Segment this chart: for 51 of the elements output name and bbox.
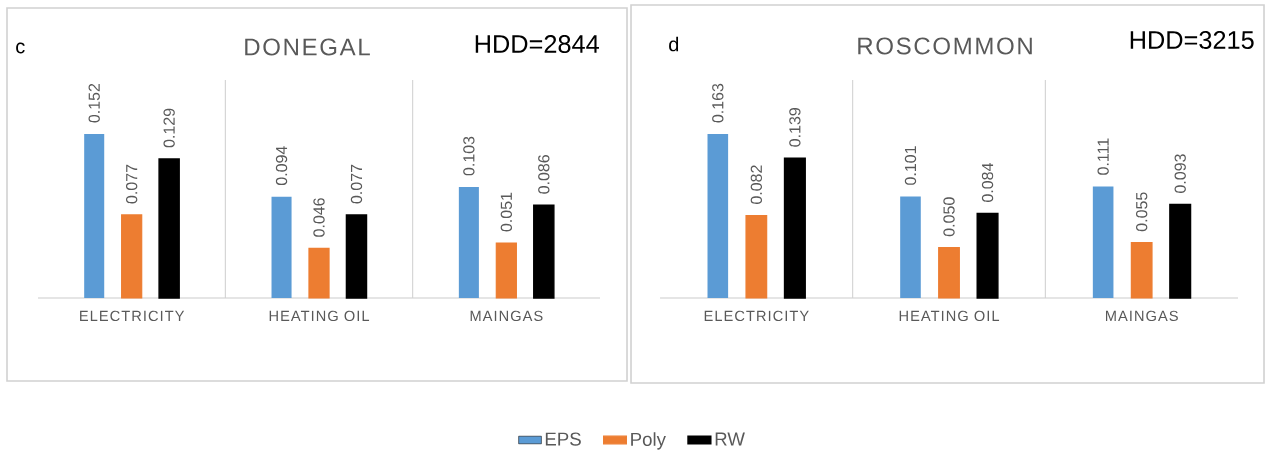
data-label: 0.082 [750, 165, 762, 204]
text: d [669, 36, 679, 52]
data-label: 0.050 [943, 197, 955, 237]
legend-label: Poly [631, 432, 666, 450]
bar [745, 214, 768, 299]
x-tick-label: ELECTRICITY [704, 310, 809, 322]
chart-title: DONEGAL [245, 38, 370, 56]
bar [938, 247, 960, 299]
data-label: 0.093 [1174, 154, 1186, 193]
data-label: 0.077 [350, 164, 363, 204]
data-label: 0.163 [712, 83, 724, 123]
data-label: 0.111 [1097, 138, 1109, 175]
bar [84, 134, 105, 298]
data-label: 0.139 [789, 108, 801, 147]
data-label: 0.129 [163, 108, 175, 148]
bar [707, 134, 729, 298]
legend-label: RW [715, 432, 745, 446]
bar [345, 214, 368, 299]
bar [976, 212, 999, 299]
data-label: 0.084 [981, 163, 994, 202]
bar [1169, 203, 1192, 299]
bar [533, 204, 555, 299]
chart-title: ROSCOMMON [858, 37, 1032, 55]
data-label: 0.046 [313, 198, 325, 237]
bar [1130, 242, 1153, 299]
data-label: 0.086 [538, 154, 550, 194]
data-label: 0.103 [463, 136, 475, 176]
x-tick-label: MAINGAS [470, 310, 543, 322]
bar [495, 242, 517, 299]
data-label: 0.101 [904, 146, 917, 185]
legend-label: EPS [545, 432, 581, 446]
x-tick-label: HEATING OIL [899, 310, 1000, 322]
bar [271, 196, 292, 298]
data-label: 0.055 [1136, 192, 1148, 232]
x-tick-label: ELECTRICITY [80, 310, 185, 322]
bar [458, 186, 479, 298]
data-label: 0.094 [275, 146, 288, 186]
text: c [16, 42, 25, 54]
bar [158, 158, 180, 299]
bar [308, 247, 330, 299]
bar [783, 157, 806, 299]
data-label: 0.077 [126, 164, 138, 204]
x-tick-label: HEATING OIL [269, 310, 370, 322]
bar [900, 196, 921, 298]
bar [121, 214, 143, 299]
text: HDD=2844 [475, 35, 599, 53]
text: HDD=3215 [1130, 31, 1254, 49]
bar [1092, 186, 1114, 298]
data-label: 0.051 [500, 192, 512, 232]
x-tick-label: MAINGAS [1105, 310, 1178, 322]
data-label: 0.152 [88, 83, 100, 123]
